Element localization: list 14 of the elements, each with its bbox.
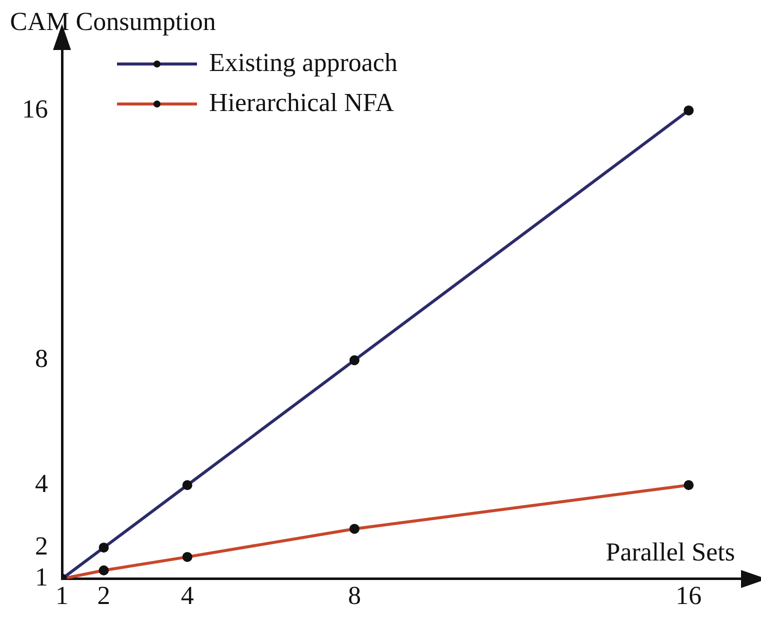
legend-label: Hierarchical NFA (209, 88, 394, 117)
legend-label: Existing approach (209, 48, 398, 77)
x-tick-label: 4 (180, 581, 194, 610)
x-tick-label: 1 (56, 581, 68, 610)
y-tick-label: 16 (22, 94, 48, 124)
y-tick-label: 8 (35, 344, 48, 374)
x-tick-label: 16 (676, 581, 702, 610)
y-tick-label: 1 (35, 562, 48, 592)
y-tick-label: 2 (35, 531, 48, 560)
y-tick-label: 4 (35, 468, 48, 498)
y-axis-title: CAM Consumption (10, 6, 216, 36)
x-tick-label: 2 (97, 581, 110, 610)
x-axis-title: Parallel Sets (606, 538, 735, 567)
x-tick-label: 8 (348, 581, 361, 610)
